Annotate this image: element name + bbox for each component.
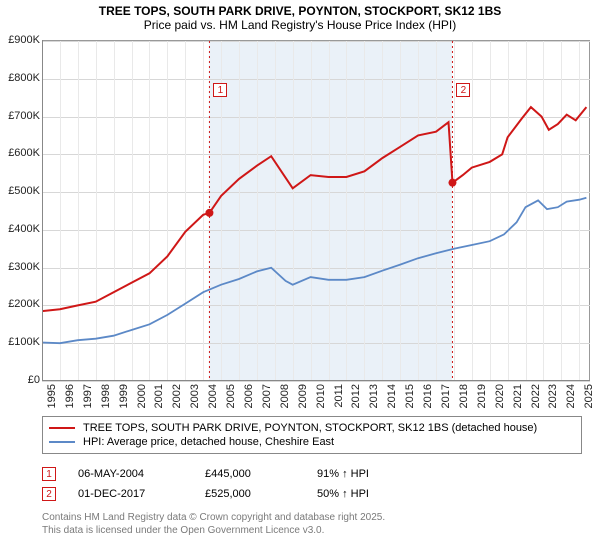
y-axis-line [42,40,43,380]
x-tick-label: 2020 [494,384,506,408]
sale-annotations: 1 06-MAY-2004 £445,000 91% ↑ HPI 2 01-DE… [42,464,582,504]
x-tick-label: 2001 [153,384,165,408]
x-tick-label: 1997 [82,384,94,408]
x-tick-label: 2023 [547,384,559,408]
y-tick-label: £900K [0,34,40,46]
x-tick-label: 2010 [315,384,327,408]
annotation-date: 01-DEC-2017 [78,488,183,500]
annotation-date: 06-MAY-2004 [78,468,183,480]
legend-swatch-blue [49,437,75,447]
legend-swatch-red [49,423,75,433]
x-tick-label: 1999 [118,384,130,408]
x-tick-label: 1998 [100,384,112,408]
x-tick-label: 1996 [64,384,76,408]
x-tick-label: 2019 [476,384,488,408]
annotation-marker-1: 1 [42,467,56,481]
x-tick-label: 1995 [46,384,58,408]
x-tick-label: 2013 [368,384,380,408]
annotation-row-1: 1 06-MAY-2004 £445,000 91% ↑ HPI [42,464,582,484]
x-tick-label: 2021 [512,384,524,408]
annotation-pct-vs-hpi: 50% ↑ HPI [317,488,427,500]
x-axis-line [42,380,590,381]
reference-marker-2: 2 [456,83,470,97]
annotation-marker-2: 2 [42,487,56,501]
y-tick-label: £300K [0,261,40,273]
x-tick-label: 2025 [583,384,595,408]
x-tick-label: 2014 [386,384,398,408]
legend-label: HPI: Average price, detached house, Ches… [83,436,334,448]
x-tick-label: 2005 [225,384,237,408]
annotation-row-2: 2 01-DEC-2017 £525,000 50% ↑ HPI [42,484,582,504]
x-tick-label: 2004 [207,384,219,408]
x-tick-label: 2003 [189,384,201,408]
y-tick-label: £800K [0,72,40,84]
x-tick-label: 2024 [565,384,577,408]
title-line-2: Price paid vs. HM Land Registry's House … [10,18,590,32]
plot-area: 12 [42,40,590,380]
series-svg [42,41,590,381]
annotation-pct-vs-hpi: 91% ↑ HPI [317,468,427,480]
x-tick-label: 2000 [136,384,148,408]
x-tick-label: 2011 [333,384,345,408]
x-tick-label: 2009 [297,384,309,408]
legend-item-price-paid: TREE TOPS, SOUTH PARK DRIVE, POYNTON, ST… [49,421,575,435]
title-line-1: TREE TOPS, SOUTH PARK DRIVE, POYNTON, ST… [10,4,590,18]
footer-line-1: Contains HM Land Registry data © Crown c… [42,512,582,525]
y-tick-label: £200K [0,298,40,310]
y-tick-label: £500K [0,185,40,197]
y-tick-label: £700K [0,110,40,122]
x-tick-label: 2017 [440,384,452,408]
copyright-footer: Contains HM Land Registry data © Crown c… [42,512,582,537]
x-tick-label: 2022 [530,384,542,408]
chart-title: TREE TOPS, SOUTH PARK DRIVE, POYNTON, ST… [0,0,600,34]
y-tick-label: £0 [0,374,40,386]
x-tick-label: 2002 [171,384,183,408]
legend-label: TREE TOPS, SOUTH PARK DRIVE, POYNTON, ST… [83,422,537,434]
x-tick-label: 2008 [279,384,291,408]
footer-line-2: This data is licensed under the Open Gov… [42,525,582,538]
y-tick-label: £400K [0,223,40,235]
reference-marker-1: 1 [213,83,227,97]
x-tick-label: 2015 [404,384,416,408]
x-tick-label: 2007 [261,384,273,408]
annotation-price: £445,000 [205,468,295,480]
x-tick-label: 2016 [422,384,434,408]
legend-box: TREE TOPS, SOUTH PARK DRIVE, POYNTON, ST… [42,416,582,454]
x-tick-label: 2018 [458,384,470,408]
annotation-price: £525,000 [205,488,295,500]
x-tick-label: 2006 [243,384,255,408]
y-tick-label: £100K [0,336,40,348]
chart-area: 12 £0£100K£200K£300K£400K£500K£600K£700K… [0,40,600,410]
x-tick-label: 2012 [350,384,362,408]
legend-item-hpi: HPI: Average price, detached house, Ches… [49,435,575,449]
y-tick-label: £600K [0,147,40,159]
